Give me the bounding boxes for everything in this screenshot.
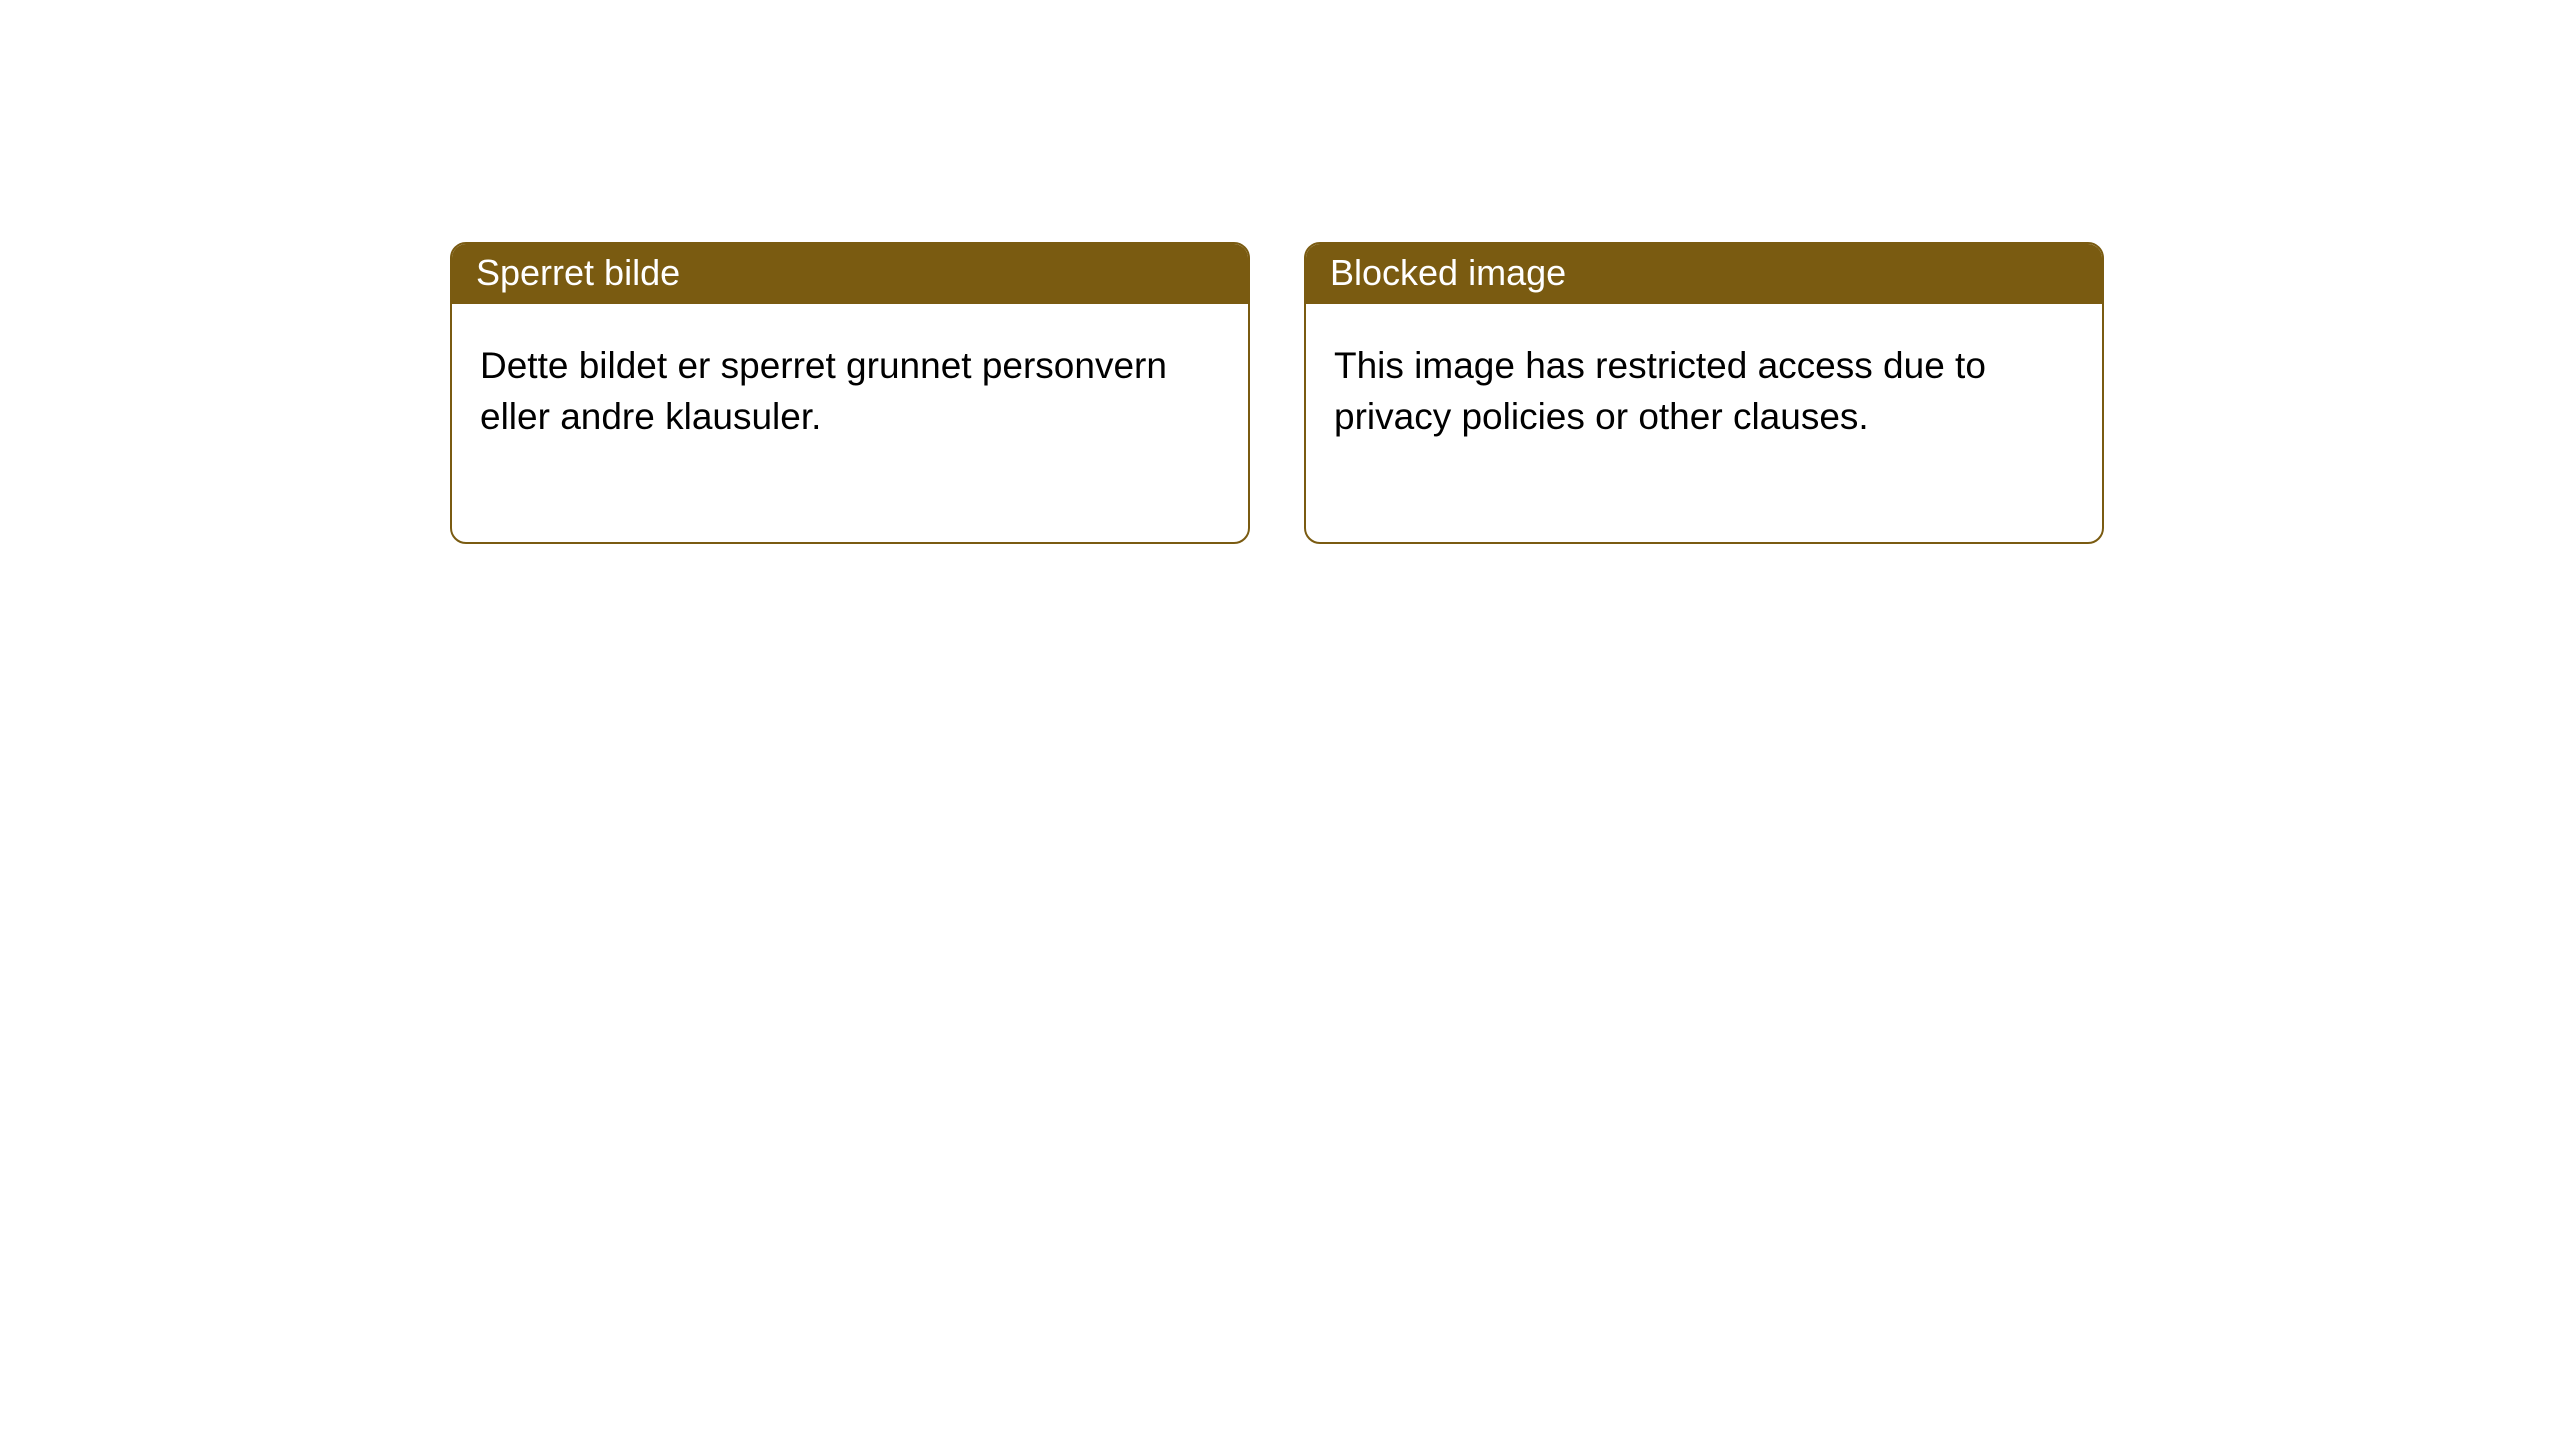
notice-message-english: This image has restricted access due to …	[1306, 304, 2102, 542]
notice-container: Sperret bilde Dette bildet er sperret gr…	[0, 0, 2560, 544]
notice-box-norwegian: Sperret bilde Dette bildet er sperret gr…	[450, 242, 1250, 544]
notice-header-english: Blocked image	[1306, 244, 2102, 304]
notice-box-english: Blocked image This image has restricted …	[1304, 242, 2104, 544]
notice-header-norwegian: Sperret bilde	[452, 244, 1248, 304]
notice-message-norwegian: Dette bildet er sperret grunnet personve…	[452, 304, 1248, 542]
